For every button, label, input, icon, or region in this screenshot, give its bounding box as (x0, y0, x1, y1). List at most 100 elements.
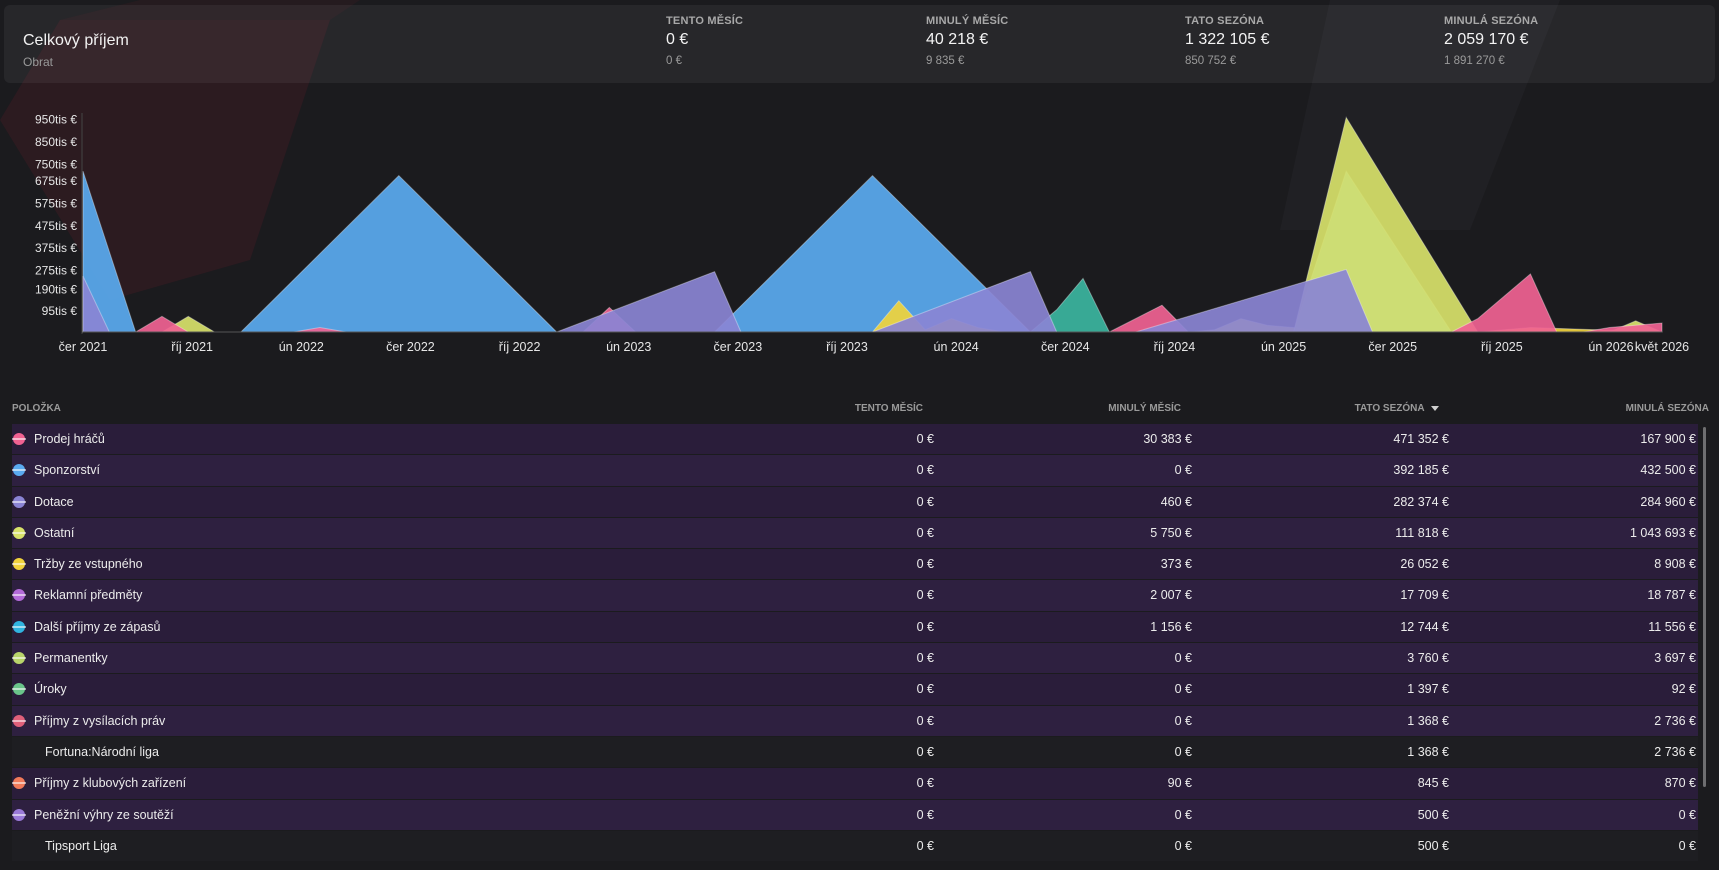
row-value: 0 € (1174, 744, 1192, 759)
row-value: 11 556 € (1648, 619, 1696, 634)
y-tick-label: 375tis € (35, 241, 77, 255)
category-color-icon (12, 526, 26, 539)
row-value: 500 € (1417, 838, 1449, 853)
income-area-chart: 950tis € 850tis € 750tis € 675tis € 575tis €… (35, 113, 1689, 354)
stat-label: TATO SEZÓNA (1185, 15, 1265, 27)
stat-this-month: TENTO MĚSÍC 0 € 0 € (666, 15, 743, 67)
x-tick-label: říj 2022 (499, 340, 541, 354)
stat-label: MINULÝ MĚSÍC (926, 15, 1009, 27)
row-value: 12 744 € (1400, 619, 1449, 634)
x-tick-label: ún 2025 (1261, 340, 1306, 354)
row-value: 30 383 € (1143, 432, 1192, 446)
x-tick-label: ún 2026 (1588, 340, 1633, 354)
row-value: 26 052 € (1400, 557, 1449, 572)
header-item[interactable]: POLOŽKA (12, 403, 61, 414)
table-row[interactable]: Prodej hráčů 0 € 30 383 € 471 352 € 167 900 … (12, 424, 1698, 456)
category-color-icon (12, 558, 26, 571)
row-value: 0 € (1174, 651, 1192, 666)
x-tick-label: říj 2025 (1481, 340, 1523, 354)
header-this-month[interactable]: TENTO MĚSÍC (854, 403, 923, 414)
category-color-icon (12, 652, 26, 665)
row-value: 1 368 € (1407, 744, 1449, 759)
table-header: POLOŽKA TENTO MĚSÍC MINULÝ MĚSÍC TATO SE… (0, 400, 1719, 418)
category-color-icon (12, 464, 26, 477)
row-value: 0 € (916, 619, 934, 634)
y-tick-label: 850tis € (35, 135, 77, 149)
row-value: 8 908 € (1654, 557, 1696, 572)
y-tick-label: 750tis € (35, 157, 77, 171)
row-value: 0 € (916, 807, 934, 822)
table-row[interactable]: Reklamní předměty 0 € 2 007 € 17 709 € 18 78… (12, 580, 1698, 612)
stat-value: 0 € (666, 31, 689, 48)
x-tick-label: čer 2023 (714, 340, 763, 354)
category-color-icon (12, 495, 26, 508)
stat-value: 40 218 € (926, 31, 989, 48)
table-row[interactable]: Ostatní 0 € 5 750 € 111 818 € 1 043 693 € (12, 517, 1698, 550)
stat-this-season: TATO SEZÓNA 1 322 105 € 850 752 € (1185, 15, 1270, 67)
stat-value: 2 059 170 € (1444, 31, 1529, 48)
row-value: 0 € (916, 588, 934, 603)
table-row[interactable]: Dotace 0 € 460 € 282 374 € 284 960 € (12, 486, 1698, 518)
row-value: 373 € (1160, 557, 1192, 572)
row-value: 0 € (916, 463, 934, 478)
row-name: Fortuna:Národní liga (45, 744, 159, 759)
row-value: 2 736 € (1654, 744, 1696, 759)
stat-sub-value: 0 € (666, 55, 682, 67)
row-value: 0 € (916, 525, 934, 540)
row-value: 282 374 € (1393, 494, 1449, 509)
row-value: 0 € (916, 744, 934, 759)
y-tick-label: 950tis € (35, 113, 77, 127)
row-name: Úroky (34, 682, 67, 697)
row-name: Permanentky (34, 651, 108, 666)
row-value: 1 156 € (1150, 619, 1192, 634)
table-row[interactable]: Příjmy z vysílacích práv 0 € 0 € 1 368 € 2 7… (12, 705, 1698, 737)
row-value: 0 € (1174, 838, 1192, 853)
row-value: 1 043 693 € (1629, 525, 1696, 540)
row-value: 0 € (1174, 713, 1192, 728)
row-name: Další příjmy ze zápasů (34, 619, 161, 634)
table-subrow[interactable]: Tipsport Liga 0 € 0 € 500 € 0 € (12, 830, 1698, 863)
row-name: Příjmy z vysílacích práv (34, 713, 166, 728)
row-value: 500 € (1417, 807, 1449, 822)
x-tick-label: ún 2024 (934, 340, 979, 354)
category-color-icon (12, 777, 26, 790)
row-name: Tržby ze vstupného (34, 557, 143, 572)
table-row[interactable]: Příjmy z klubových zařízení 0 € 90 € 845 € 8… (12, 768, 1698, 800)
category-color-icon (12, 433, 26, 445)
row-value: 845 € (1417, 776, 1449, 791)
row-value: 0 € (916, 557, 934, 572)
row-value: 870 € (1664, 776, 1696, 791)
stat-value: 1 322 105 € (1185, 31, 1270, 48)
row-value: 167 900 € (1640, 432, 1696, 446)
row-value: 0 € (1174, 463, 1192, 478)
table-row[interactable]: Peněžní výhry ze soutěží 0 € 0 € 500 € 0 € (12, 799, 1698, 831)
x-tick-label: říj 2021 (171, 340, 213, 354)
header-this-season[interactable]: TATO SEZÓNA (1355, 403, 1439, 414)
x-tick-label: květ 2026 (1635, 340, 1689, 354)
table-row[interactable]: Tržby ze vstupného 0 € 373 € 26 052 € 8 908 … (12, 549, 1698, 581)
table-subrow[interactable]: Fortuna:Národní liga 0 € 0 € 1 368 € 2 736 € (12, 736, 1698, 769)
x-tick-label: říj 2024 (1154, 340, 1196, 354)
y-tick-label: 190tis € (35, 283, 77, 297)
row-value: 284 960 € (1640, 494, 1696, 509)
category-color-icon (12, 589, 26, 602)
header-last-season[interactable]: MINULÁ SEZÓNA (1625, 403, 1709, 414)
page-subtitle: Obrat (23, 55, 54, 69)
row-value: 0 € (916, 838, 934, 853)
table-row[interactable]: Sponzorství 0 € 0 € 392 185 € 432 500 € (12, 455, 1698, 487)
summary-header: Celkový příjem Obrat TENTO MĚSÍC 0 € 0 €… (4, 5, 1715, 83)
row-value: 0 € (916, 432, 934, 446)
table-scrollbar[interactable] (1703, 427, 1706, 787)
stat-last-season: MINULÁ SEZÓNA 2 059 170 € 1 891 270 € (1444, 15, 1538, 67)
category-color-icon (12, 683, 26, 696)
header-last-month[interactable]: MINULÝ MĚSÍC (1108, 403, 1181, 414)
x-tick-label: ún 2023 (606, 340, 651, 354)
row-value: 0 € (1678, 838, 1696, 853)
row-value: 0 € (1174, 682, 1192, 697)
table-row[interactable]: Permanentky 0 € 0 € 3 760 € 3 697 € (12, 643, 1698, 675)
row-value: 0 € (916, 651, 934, 666)
area-series-4[interactable] (83, 273, 1663, 333)
table-row[interactable]: Další příjmy ze zápasů 0 € 1 156 € 12 744 €… (12, 611, 1698, 644)
table-row[interactable]: Úroky 0 € 0 € 1 397 € 92 € (12, 674, 1698, 706)
income-table: Prodej hráčů 0 € 30 383 € 471 352 € 167 900 … (12, 424, 1698, 863)
